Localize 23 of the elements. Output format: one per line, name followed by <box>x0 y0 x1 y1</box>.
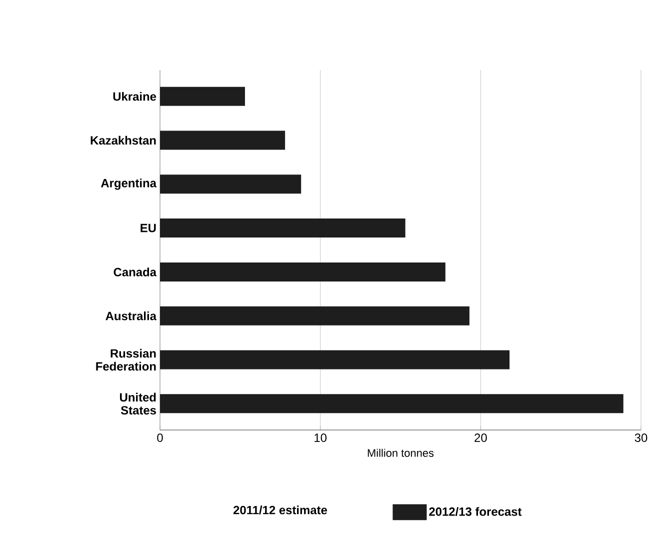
x-tick-label: 30 <box>634 434 648 442</box>
y-tick-label: Argentina <box>100 178 157 190</box>
bar <box>160 350 510 370</box>
bar <box>160 306 470 326</box>
bar <box>160 86 245 106</box>
y-tick-label: EU <box>140 224 156 232</box>
y-tick-label: Canada <box>114 268 157 276</box>
x-axis-title: Million tonnes <box>368 448 434 457</box>
bar <box>160 262 446 282</box>
bar <box>160 174 302 194</box>
x-tick-label: 0 <box>157 434 163 442</box>
bar <box>160 218 406 238</box>
x-tick-label: 10 <box>314 434 327 442</box>
text: 2011/12 estimate <box>233 506 328 514</box>
bar <box>160 130 286 150</box>
y-tick-label: Russian Federation <box>96 348 156 371</box>
bar <box>160 394 624 414</box>
x-tick-label: 20 <box>474 434 487 442</box>
y-tick-label: Australia <box>106 311 157 320</box>
y-tick-label: United States <box>120 392 156 415</box>
legend-label: 2012/13 forecast <box>429 507 522 516</box>
y-tick-label: Ukraine <box>113 92 156 101</box>
y-tick-label: Kazakhstan <box>90 136 156 145</box>
